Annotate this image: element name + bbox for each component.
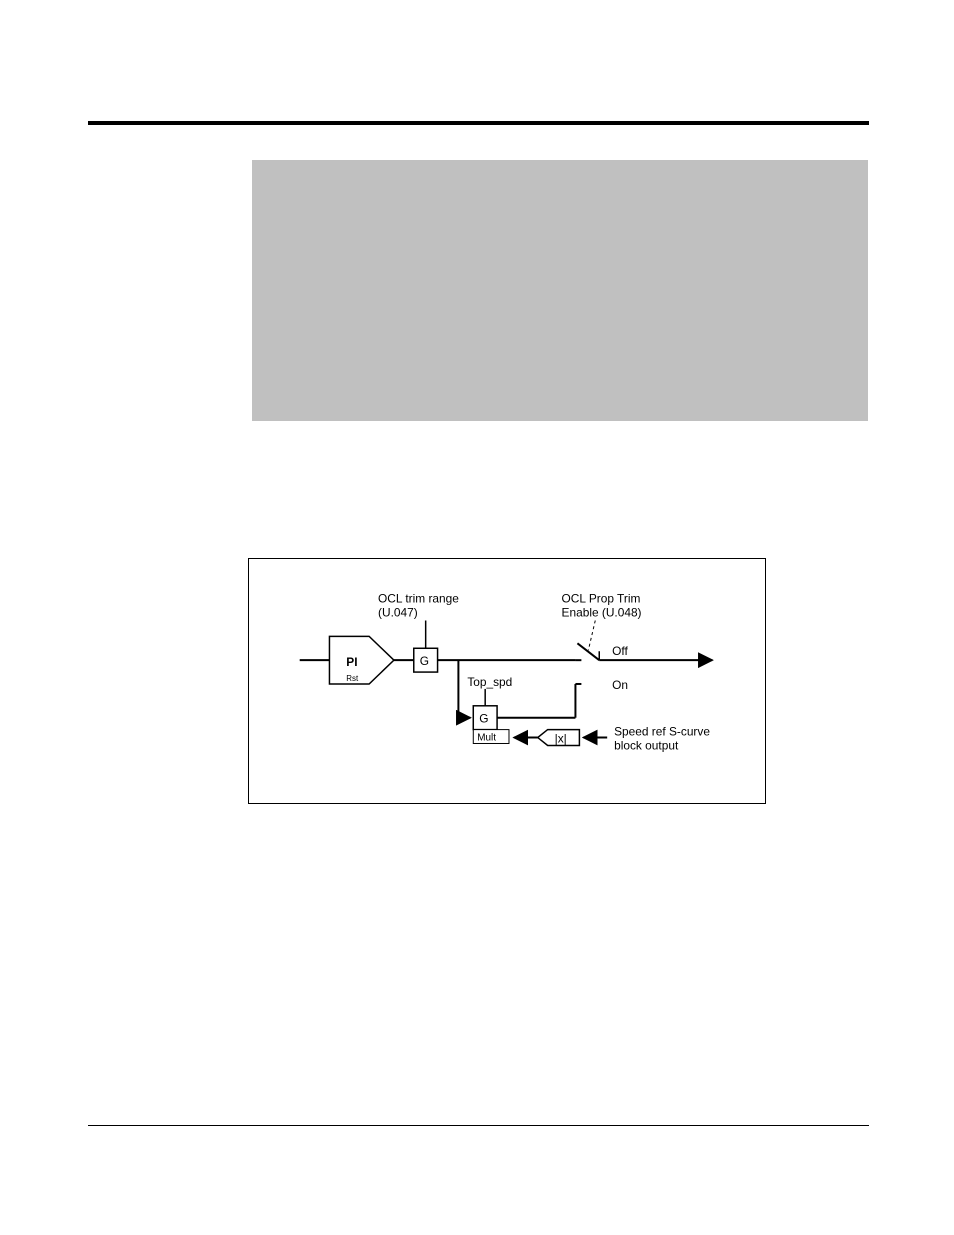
footer-divider [88, 1125, 869, 1126]
switch-on-label: On [612, 678, 628, 692]
ocl-prop-trim-line2: Enable (U.048) [562, 606, 642, 620]
g2-label: G [479, 712, 488, 726]
ocl-prop-trim-line1: OCL Prop Trim [562, 592, 641, 606]
header-divider [88, 121, 869, 125]
switch-wiper [577, 643, 599, 660]
top-spd-label: Top_spd [467, 675, 512, 689]
switch-off-label: Off [612, 644, 628, 658]
mult-label: Mult [477, 733, 496, 744]
ocl-diagram-svg: PI Rst G OCL trim range (U.047) G Mult T… [249, 559, 765, 803]
ocl-trim-range-line1: OCL trim range [378, 592, 459, 606]
g1-label: G [420, 654, 429, 668]
switch-actuator [588, 620, 595, 650]
ocl-diagram-frame: PI Rst G OCL trim range (U.047) G Mult T… [248, 558, 766, 804]
pi-block [329, 636, 393, 684]
pi-rst-label: Rst [346, 674, 359, 683]
abs-label: |x| [555, 731, 567, 745]
speed-ref-line1: Speed ref S-curve [614, 725, 710, 739]
pi-label: PI [346, 655, 357, 669]
gray-placeholder-box [252, 160, 868, 421]
page: PI Rst G OCL trim range (U.047) G Mult T… [0, 0, 954, 1235]
ocl-trim-range-line2: (U.047) [378, 606, 418, 620]
speed-ref-line2: block output [614, 738, 679, 752]
